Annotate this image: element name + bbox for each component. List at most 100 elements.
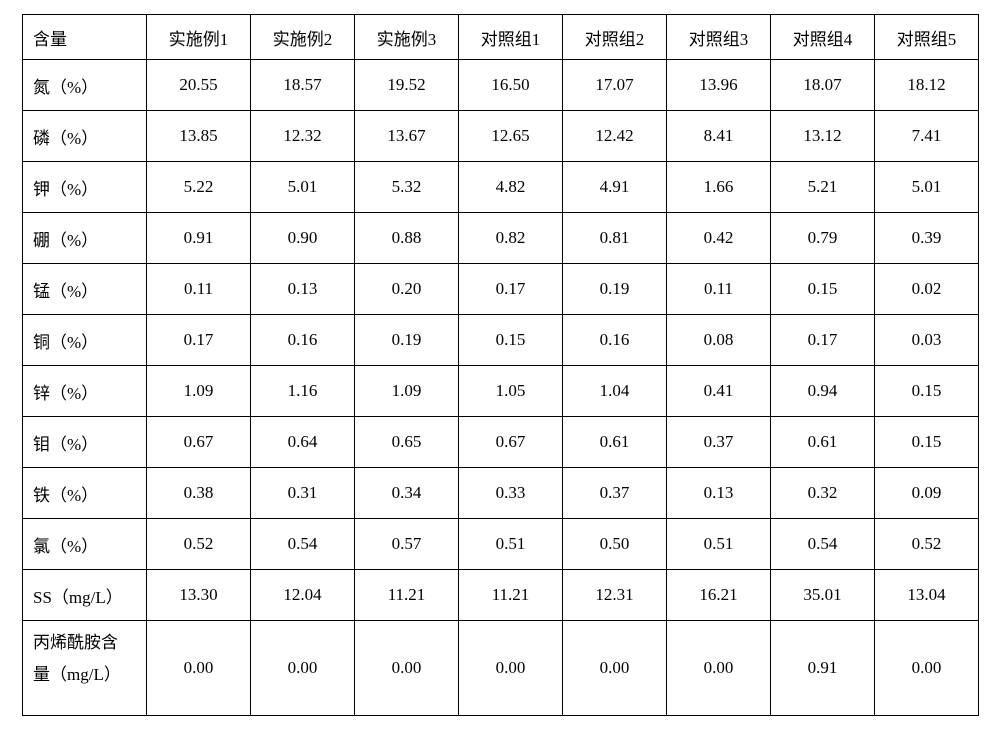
row-label: 铁（%）	[23, 468, 147, 519]
cell: 0.79	[771, 213, 875, 264]
cell: 16.21	[667, 570, 771, 621]
cell: 1.09	[355, 366, 459, 417]
col-header: 对照组3	[667, 15, 771, 60]
cell: 0.65	[355, 417, 459, 468]
cell: 1.04	[563, 366, 667, 417]
cell: 0.11	[667, 264, 771, 315]
row-label-line: 丙烯酰胺含	[33, 627, 146, 659]
cell: 13.67	[355, 111, 459, 162]
cell: 4.82	[459, 162, 563, 213]
cell: 0.82	[459, 213, 563, 264]
table-row: 丙烯酰胺含 量（mg/L） 0.00 0.00 0.00 0.00 0.00 0…	[23, 621, 979, 716]
cell: 18.12	[875, 60, 979, 111]
cell: 0.17	[771, 315, 875, 366]
cell: 13.30	[147, 570, 251, 621]
cell: 0.31	[251, 468, 355, 519]
cell: 0.42	[667, 213, 771, 264]
table-row: 铁（%） 0.38 0.31 0.34 0.33 0.37 0.13 0.32 …	[23, 468, 979, 519]
row-label-line: 量（mg/L）	[33, 659, 146, 691]
cell: 0.37	[563, 468, 667, 519]
col-header: 对照组5	[875, 15, 979, 60]
cell: 0.13	[667, 468, 771, 519]
cell: 12.32	[251, 111, 355, 162]
table-header-row: 含量 实施例1 实施例2 实施例3 对照组1 对照组2 对照组3 对照组4 对照…	[23, 15, 979, 60]
cell: 0.91	[147, 213, 251, 264]
cell: 12.31	[563, 570, 667, 621]
table-row: 锌（%） 1.09 1.16 1.09 1.05 1.04 0.41 0.94 …	[23, 366, 979, 417]
cell: 0.11	[147, 264, 251, 315]
table-row: SS（mg/L） 13.30 12.04 11.21 11.21 12.31 1…	[23, 570, 979, 621]
cell: 19.52	[355, 60, 459, 111]
cell: 0.41	[667, 366, 771, 417]
data-table: 含量 实施例1 实施例2 实施例3 对照组1 对照组2 对照组3 对照组4 对照…	[22, 14, 979, 716]
cell: 0.00	[147, 621, 251, 716]
col-header: 实施例3	[355, 15, 459, 60]
cell: 0.52	[147, 519, 251, 570]
cell: 13.85	[147, 111, 251, 162]
table-row: 钾（%） 5.22 5.01 5.32 4.82 4.91 1.66 5.21 …	[23, 162, 979, 213]
cell: 1.09	[147, 366, 251, 417]
cell: 7.41	[875, 111, 979, 162]
cell: 0.13	[251, 264, 355, 315]
cell: 0.02	[875, 264, 979, 315]
row-label: 钾（%）	[23, 162, 147, 213]
row-label: 铜（%）	[23, 315, 147, 366]
cell: 5.32	[355, 162, 459, 213]
cell: 0.61	[563, 417, 667, 468]
row-label: 锌（%）	[23, 366, 147, 417]
cell: 12.04	[251, 570, 355, 621]
col-header: 对照组1	[459, 15, 563, 60]
cell: 8.41	[667, 111, 771, 162]
cell: 0.20	[355, 264, 459, 315]
cell: 0.00	[355, 621, 459, 716]
table-row: 钼（%） 0.67 0.64 0.65 0.67 0.61 0.37 0.61 …	[23, 417, 979, 468]
row-label: 钼（%）	[23, 417, 147, 468]
table-row: 铜（%） 0.17 0.16 0.19 0.15 0.16 0.08 0.17 …	[23, 315, 979, 366]
row-label: SS（mg/L）	[23, 570, 147, 621]
table-row: 磷（%） 13.85 12.32 13.67 12.65 12.42 8.41 …	[23, 111, 979, 162]
cell: 0.91	[771, 621, 875, 716]
cell: 16.50	[459, 60, 563, 111]
cell: 1.05	[459, 366, 563, 417]
row-label: 锰（%）	[23, 264, 147, 315]
cell: 0.51	[459, 519, 563, 570]
cell: 0.39	[875, 213, 979, 264]
cell: 0.16	[251, 315, 355, 366]
cell: 0.88	[355, 213, 459, 264]
cell: 0.94	[771, 366, 875, 417]
row-label: 丙烯酰胺含 量（mg/L）	[23, 621, 147, 716]
cell: 12.42	[563, 111, 667, 162]
cell: 0.00	[667, 621, 771, 716]
cell: 0.81	[563, 213, 667, 264]
table-row: 锰（%） 0.11 0.13 0.20 0.17 0.19 0.11 0.15 …	[23, 264, 979, 315]
cell: 0.33	[459, 468, 563, 519]
cell: 0.00	[251, 621, 355, 716]
table-row: 氯（%） 0.52 0.54 0.57 0.51 0.50 0.51 0.54 …	[23, 519, 979, 570]
cell: 1.16	[251, 366, 355, 417]
row-label: 氮（%）	[23, 60, 147, 111]
cell: 18.57	[251, 60, 355, 111]
cell: 1.66	[667, 162, 771, 213]
cell: 0.00	[563, 621, 667, 716]
cell: 12.65	[459, 111, 563, 162]
cell: 0.54	[251, 519, 355, 570]
cell: 0.08	[667, 315, 771, 366]
cell: 0.61	[771, 417, 875, 468]
col-header: 对照组2	[563, 15, 667, 60]
cell: 0.15	[771, 264, 875, 315]
cell: 18.07	[771, 60, 875, 111]
cell: 0.09	[875, 468, 979, 519]
cell: 0.15	[875, 417, 979, 468]
cell: 0.54	[771, 519, 875, 570]
row-label: 磷（%）	[23, 111, 147, 162]
cell: 0.34	[355, 468, 459, 519]
cell: 0.52	[875, 519, 979, 570]
cell: 0.15	[459, 315, 563, 366]
cell: 13.96	[667, 60, 771, 111]
cell: 13.04	[875, 570, 979, 621]
cell: 17.07	[563, 60, 667, 111]
cell: 0.50	[563, 519, 667, 570]
cell: 0.51	[667, 519, 771, 570]
cell: 0.67	[459, 417, 563, 468]
cell: 0.90	[251, 213, 355, 264]
